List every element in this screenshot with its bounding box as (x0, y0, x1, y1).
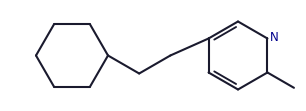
Text: N: N (270, 31, 278, 44)
